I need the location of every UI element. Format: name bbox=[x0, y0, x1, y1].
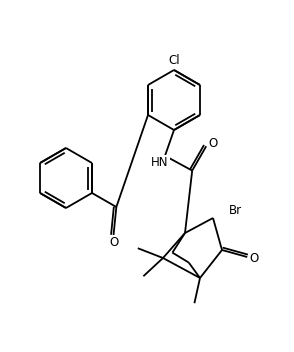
Text: O: O bbox=[109, 237, 118, 250]
Text: HN: HN bbox=[151, 156, 169, 169]
Text: Br: Br bbox=[229, 205, 242, 218]
Text: Cl: Cl bbox=[168, 54, 180, 67]
Text: O: O bbox=[250, 252, 259, 265]
Text: O: O bbox=[208, 137, 218, 150]
